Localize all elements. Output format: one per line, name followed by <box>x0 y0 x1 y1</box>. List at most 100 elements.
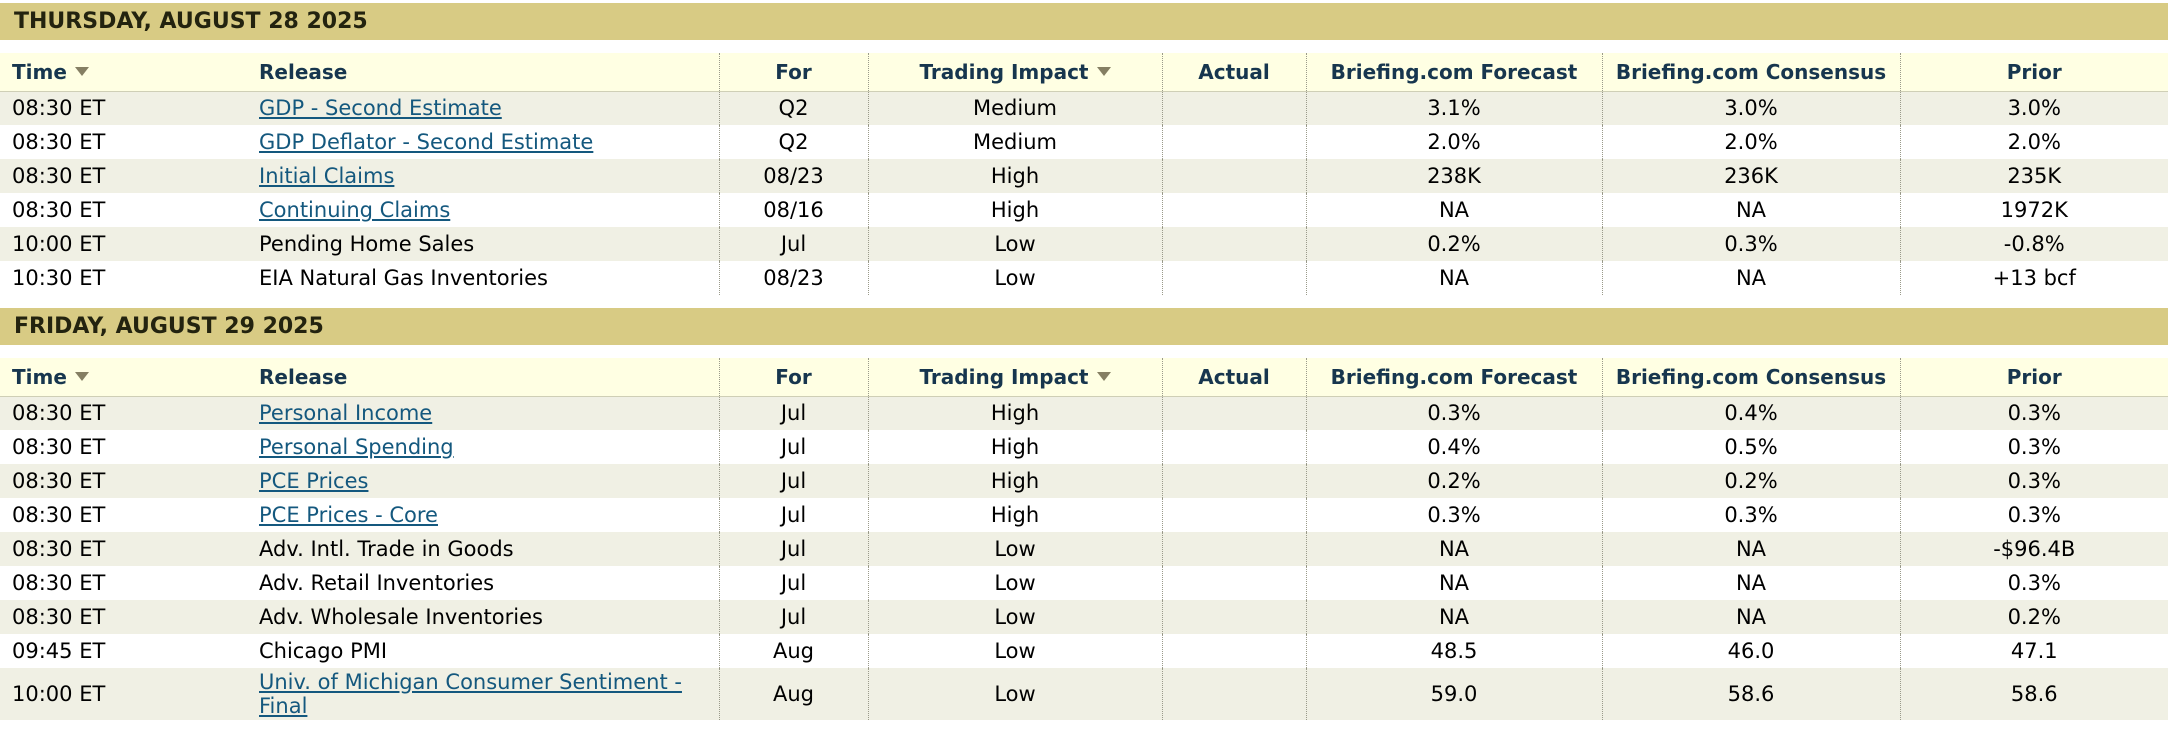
time-cell: 10:30 ET <box>12 266 106 290</box>
for-cell: Aug <box>718 634 868 668</box>
time-cell: 08:30 ET <box>12 469 106 493</box>
forecast-cell: 0.3% <box>1305 498 1602 532</box>
release-link[interactable]: Personal Spending <box>259 435 454 459</box>
release-cell: GDP Deflator - Second Estimate <box>249 125 719 159</box>
forecast-cell: 3.1% <box>1305 91 1602 125</box>
consensus-cell: NA <box>1601 261 1900 295</box>
day-header: THURSDAY, AUGUST 28 2025 <box>0 3 2168 40</box>
prior-cell: 2.0% <box>1899 125 2168 159</box>
calendar-row: 08:30 ET Adv. Intl. Trade in Goods Jul L… <box>0 532 2168 566</box>
release-link[interactable]: Personal Income <box>259 401 433 426</box>
day-section-friday: FRIDAY, AUGUST 29 2025 Time Release For … <box>0 308 2168 720</box>
impact-filter-icon[interactable] <box>1096 371 1111 381</box>
release-link[interactable]: Initial Claims <box>259 164 395 188</box>
for-cell: Aug <box>718 668 868 720</box>
col-header-for: For <box>718 53 868 92</box>
col-header-actual: Actual <box>1161 53 1306 92</box>
col-header-time: Time <box>0 358 249 397</box>
release-cell: Adv. Intl. Trade in Goods <box>249 532 719 566</box>
for-cell: Jul <box>718 430 868 464</box>
actual-cell <box>1161 193 1306 227</box>
release-cell: Personal Income <box>249 396 719 430</box>
calendar-row: 08:30 ET GDP Deflator - Second Estimate … <box>0 125 2168 159</box>
time-cell: 08:30 ET <box>12 198 106 222</box>
for-cell: Jul <box>718 227 868 261</box>
time-sort-icon[interactable] <box>74 371 89 381</box>
economic-calendar: THURSDAY, AUGUST 28 2025 Time Release Fo… <box>0 3 2168 720</box>
calendar-row: 08:30 ET Continuing Claims 08/16 High NA… <box>0 193 2168 227</box>
prior-cell: 0.3% <box>1899 566 2168 600</box>
release-link[interactable]: PCE Prices - Core <box>259 503 438 527</box>
actual-cell <box>1161 396 1306 430</box>
release-link[interactable]: GDP Deflator - Second Estimate <box>259 130 594 154</box>
for-cell: Jul <box>718 464 868 498</box>
consensus-cell: NA <box>1601 566 1900 600</box>
consensus-cell: 0.5% <box>1601 430 1900 464</box>
consensus-cell: NA <box>1601 532 1900 566</box>
for-cell: 08/16 <box>718 193 868 227</box>
col-header-time-label: Time <box>12 59 67 84</box>
impact-cell: Low <box>867 566 1162 600</box>
calendar-row: 08:30 ET Personal Spending Jul High 0.4%… <box>0 430 2168 464</box>
consensus-cell: 0.4% <box>1601 396 1900 430</box>
prior-cell: 0.3% <box>1899 430 2168 464</box>
col-header-forecast: Briefing.com Forecast <box>1305 53 1602 92</box>
actual-cell <box>1161 498 1306 532</box>
actual-cell <box>1161 261 1306 295</box>
actual-cell <box>1161 464 1306 498</box>
for-cell: Jul <box>718 396 868 430</box>
col-header-consensus: Briefing.com Consensus <box>1601 358 1900 397</box>
consensus-cell: NA <box>1601 600 1900 634</box>
release-label: Pending Home Sales <box>259 232 475 256</box>
release-cell: GDP - Second Estimate <box>249 91 719 125</box>
prior-cell: 0.2% <box>1899 600 2168 634</box>
release-link[interactable]: PCE Prices <box>259 469 369 493</box>
prior-cell: 235K <box>1899 159 2168 193</box>
col-header-impact: Trading Impact <box>867 358 1162 397</box>
impact-cell: Medium <box>867 91 1162 125</box>
calendar-row: 08:30 ET GDP - Second Estimate Q2 Medium… <box>0 91 2168 125</box>
impact-cell: Low <box>867 600 1162 634</box>
release-link[interactable]: GDP - Second Estimate <box>259 96 502 121</box>
release-label: Chicago PMI <box>259 639 388 663</box>
release-cell: Continuing Claims <box>249 193 719 227</box>
time-cell: 10:00 ET <box>12 682 106 706</box>
release-cell: Univ. of Michigan Consumer Sentiment - F… <box>249 668 719 720</box>
impact-cell: Low <box>867 634 1162 668</box>
release-link[interactable]: Continuing Claims <box>259 198 451 222</box>
actual-cell <box>1161 634 1306 668</box>
calendar-row: 08:30 ET Adv. Retail Inventories Jul Low… <box>0 566 2168 600</box>
impact-cell: Low <box>867 261 1162 295</box>
consensus-cell: 236K <box>1601 159 1900 193</box>
consensus-cell: 0.3% <box>1601 498 1900 532</box>
release-label: Adv. Retail Inventories <box>259 571 495 595</box>
time-sort-icon[interactable] <box>74 66 89 76</box>
release-cell: PCE Prices <box>249 464 719 498</box>
forecast-cell: 238K <box>1305 159 1602 193</box>
calendar-row: 09:45 ET Chicago PMI Aug Low 48.5 46.0 4… <box>0 634 2168 668</box>
forecast-cell: NA <box>1305 261 1602 295</box>
actual-cell <box>1161 125 1306 159</box>
time-cell: 08:30 ET <box>12 96 106 121</box>
for-cell: 08/23 <box>718 159 868 193</box>
calendar-row: 08:30 ET Initial Claims 08/23 High 238K … <box>0 159 2168 193</box>
calendar-row: 10:00 ET Univ. of Michigan Consumer Sent… <box>0 668 2168 720</box>
forecast-cell: NA <box>1305 532 1602 566</box>
release-link[interactable]: Univ. of Michigan Consumer Sentiment - F… <box>259 670 682 718</box>
consensus-cell: 58.6 <box>1601 668 1900 720</box>
forecast-cell: 0.2% <box>1305 227 1602 261</box>
impact-cell: High <box>867 464 1162 498</box>
economic-table: Time Release For Trading Impact Actual B… <box>0 53 2168 295</box>
prior-cell: 47.1 <box>1899 634 2168 668</box>
prior-cell: 58.6 <box>1899 668 2168 720</box>
prior-cell: 0.3% <box>1899 498 2168 532</box>
calendar-row: 08:30 ET Adv. Wholesale Inventories Jul … <box>0 600 2168 634</box>
for-cell: Jul <box>718 498 868 532</box>
forecast-cell: NA <box>1305 566 1602 600</box>
impact-filter-icon[interactable] <box>1096 66 1111 76</box>
prior-cell: 1972K <box>1899 193 2168 227</box>
col-header-impact-label: Trading Impact <box>919 364 1089 389</box>
time-cell: 08:30 ET <box>12 435 106 459</box>
actual-cell <box>1161 566 1306 600</box>
release-label: Adv. Wholesale Inventories <box>259 605 543 629</box>
